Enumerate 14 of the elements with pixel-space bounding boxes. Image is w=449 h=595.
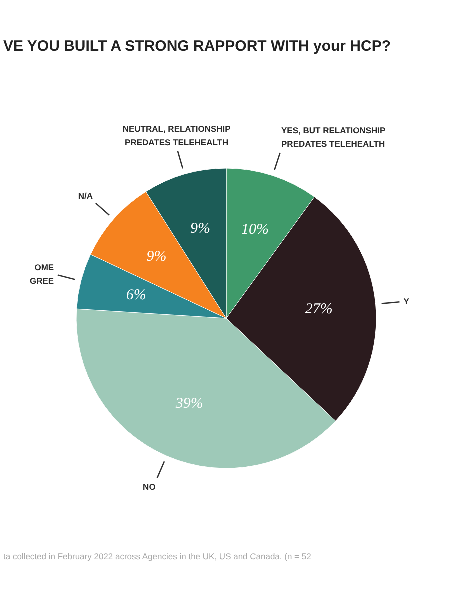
slice-label: Y — [404, 296, 410, 307]
data-label: 9% — [190, 221, 211, 238]
slice-label: N/A — [78, 190, 93, 201]
text: ta collected in February 2022 across Agencies in the UK, US and Canada. (n = 52 — [4, 552, 312, 562]
slice-label: OME GREE — [30, 262, 54, 286]
data-label: 39% — [174, 396, 204, 412]
data-label: 10% — [241, 222, 269, 238]
slice-label: NEUTRAL, RELATIONSHIP PREDATES TELEHEALTH — [122, 124, 232, 148]
data-label: 9% — [146, 249, 167, 265]
chart-title: VE YOU BUILT A STRONG RAPPORT WITH your HCP? — [4, 38, 392, 55]
data-label: 27% — [305, 302, 333, 318]
slice-label: YES, BUT RELATIONSHIP PREDATES TELEHEALTH — [282, 126, 386, 150]
slice-label: NO — [143, 482, 156, 492]
data-label: 6% — [126, 287, 146, 304]
